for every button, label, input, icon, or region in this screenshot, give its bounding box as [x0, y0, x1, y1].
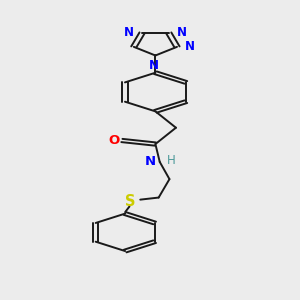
Text: N: N — [124, 26, 134, 39]
Text: S: S — [125, 194, 136, 208]
Text: N: N — [177, 26, 187, 39]
Text: H: H — [167, 154, 176, 167]
Text: N: N — [149, 59, 159, 72]
Text: O: O — [109, 134, 120, 147]
Text: N: N — [145, 155, 156, 168]
Text: N: N — [185, 40, 195, 53]
